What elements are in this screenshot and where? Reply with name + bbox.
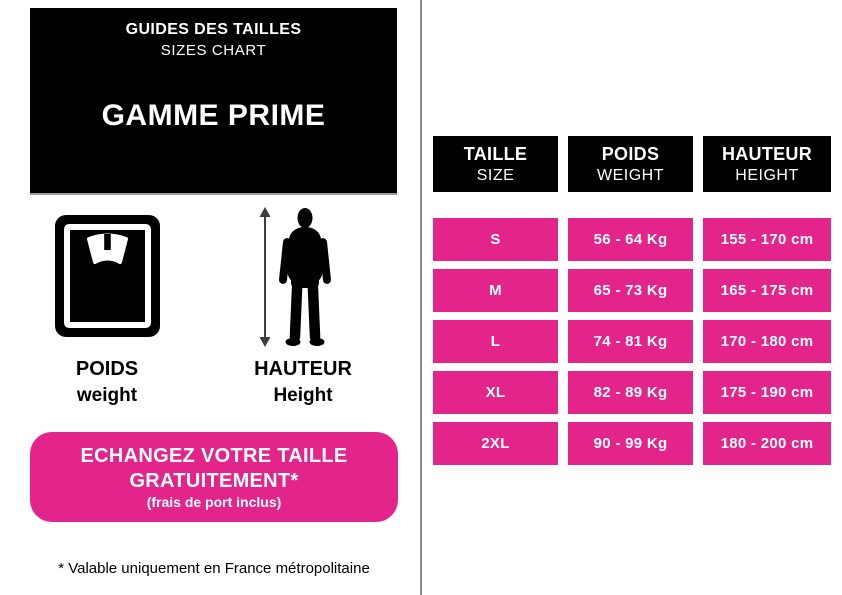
person-height-measure-icon (253, 206, 337, 353)
column-header-size: TAILLE SIZE (433, 136, 558, 192)
height-label-fr: HAUTEUR (254, 358, 352, 380)
column-header-size-fr: TAILLE (463, 143, 528, 164)
height-label-en: Height (273, 385, 333, 406)
banner-line3: (frais de port inclus) (146, 494, 282, 510)
table-body: S 56 - 64 Kg 155 - 170 cm M 65 - 73 Kg 1… (433, 218, 831, 465)
weight-label-fr: POIDS (75, 358, 139, 380)
banner-line2: GRATUITEMENT* (129, 470, 299, 492)
column-header-height-fr: HAUTEUR (721, 143, 813, 164)
banner-line1: ECHANGEZ VOTRE TAILLE (80, 445, 348, 467)
title-panel: GUIDES DES TAILLES SIZES CHART GAMME PRI… (30, 8, 397, 195)
table-cell-weight: 82 - 89 Kg (568, 371, 693, 414)
guide-title-fr: GUIDES DES TAILLES (125, 21, 302, 38)
table-cell-height: 155 - 170 cm (703, 218, 831, 261)
table-cell-size: 2XL (433, 422, 558, 465)
table-cell-size: M (433, 269, 558, 312)
table-cell-weight: 56 - 64 Kg (568, 218, 693, 261)
free-exchange-banner: ECHANGEZ VOTRE TAILLE GRATUITEMENT* (fra… (30, 432, 398, 522)
table-cell-height: 175 - 190 cm (703, 371, 831, 414)
weight-label-en: weight (76, 385, 138, 406)
weight-legend: POIDS weight (32, 358, 182, 407)
up-down-arrow-icon (259, 207, 271, 347)
column-header-height-en: HEIGHT (735, 166, 799, 184)
bathroom-scale-icon (55, 215, 160, 342)
column-header-weight-en: WEIGHT (597, 166, 664, 184)
table-cell-weight: 90 - 99 Kg (568, 422, 693, 465)
guide-title-en: SIZES CHART (160, 42, 267, 59)
table-cell-height: 170 - 180 cm (703, 320, 831, 363)
table-cell-size: L (433, 320, 558, 363)
table-cell-size: XL (433, 371, 558, 414)
column-header-height: HAUTEUR HEIGHT (703, 136, 831, 192)
column-header-size-en: SIZE (476, 166, 515, 184)
table-cell-weight: 65 - 73 Kg (568, 269, 693, 312)
footnote: * Valable uniquement en France métropoli… (58, 560, 370, 577)
table-cell-weight: 74 - 81 Kg (568, 320, 693, 363)
column-header-weight-fr: POIDS (601, 143, 660, 164)
table-cell-size: S (433, 218, 558, 261)
table-cell-height: 180 - 200 cm (703, 422, 831, 465)
table-header-row: TAILLE SIZE POIDS WEIGHT HAUTEUR HEIGHT (433, 136, 831, 192)
product-line-title: GAMME PRIME (101, 99, 326, 132)
sizes-table: TAILLE SIZE POIDS WEIGHT HAUTEUR HEIGHT … (433, 136, 831, 465)
column-header-weight: POIDS WEIGHT (568, 136, 693, 192)
height-legend: HAUTEUR Height (228, 358, 378, 407)
vertical-divider (420, 0, 422, 595)
table-cell-height: 165 - 175 cm (703, 269, 831, 312)
